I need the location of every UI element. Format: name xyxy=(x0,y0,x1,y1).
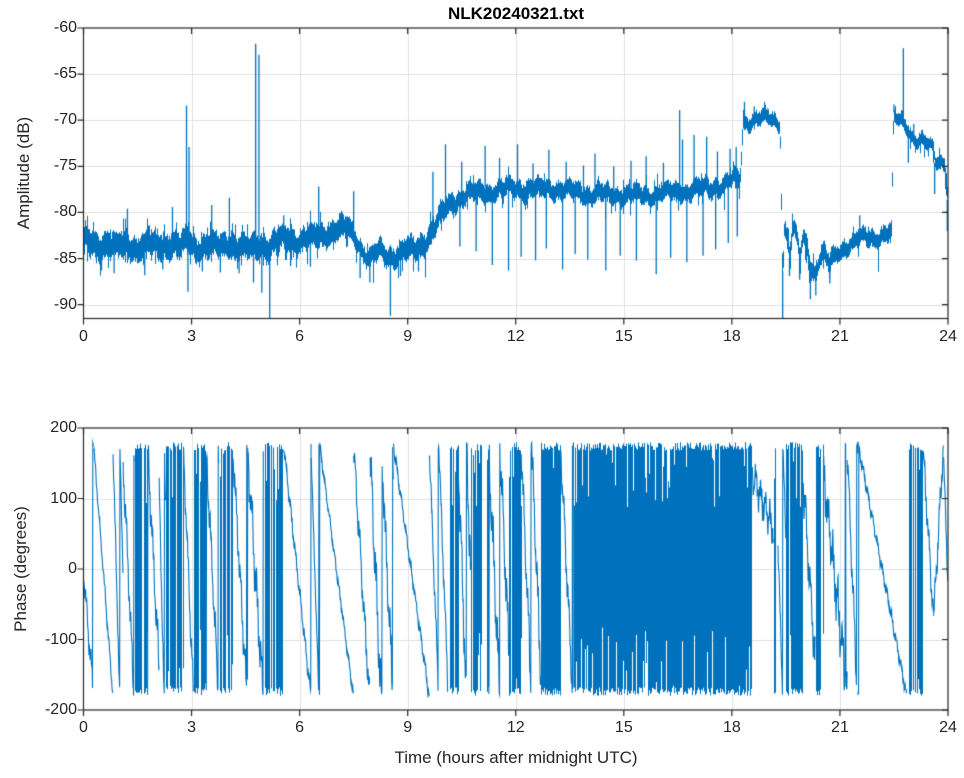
amplitude-x-tick-label: 0 xyxy=(79,328,88,345)
phase-y-tick-label: 200 xyxy=(50,419,77,436)
amplitude-x-tick-label: 9 xyxy=(403,328,413,345)
amplitude-y-tick-label: -60 xyxy=(53,19,77,36)
time-x-axis-label: Time (hours after midnight UTC) xyxy=(394,748,638,767)
phase-y-tick-label: 0 xyxy=(68,560,77,577)
amplitude-x-tick-label: 12 xyxy=(506,328,525,345)
phase-y-axis-label: Phase (degrees) xyxy=(11,506,30,632)
phase-y-tick-label: -100 xyxy=(44,630,77,648)
phase-x-tick-label: 0 xyxy=(79,719,88,736)
phase-y-tick-label: -200 xyxy=(44,701,77,718)
amplitude-x-tick-label: 24 xyxy=(939,328,957,345)
phase-x-tick-label: 15 xyxy=(614,719,633,736)
phase-x-tick-label: 12 xyxy=(506,719,525,736)
amplitude-x-tick-label: 6 xyxy=(295,328,305,345)
amplitude-y-tick-label: -65 xyxy=(53,65,77,83)
phase-x-tick-label: 3 xyxy=(187,719,197,736)
phase-x-tick-label: 21 xyxy=(831,719,849,736)
amplitude-x-tick-label: 21 xyxy=(831,328,849,345)
phase-y-tick-label: 100 xyxy=(50,489,77,507)
amplitude-y-tick-label: -85 xyxy=(53,249,77,267)
phase-x-tick-label: 18 xyxy=(722,719,741,736)
amplitude-y-tick-label: -80 xyxy=(53,203,77,221)
phase-x-tick-label: 6 xyxy=(295,719,305,736)
amplitude-x-tick-label: 18 xyxy=(722,328,741,345)
phase-x-tick-label: 24 xyxy=(939,719,957,736)
plot-title: NLK20240321.txt xyxy=(447,4,585,23)
amplitude-y-axis-label: Amplitude (dB) xyxy=(14,116,33,230)
amplitude-y-tick-label: -70 xyxy=(53,111,77,129)
phase-x-tick-label: 9 xyxy=(403,719,413,736)
amplitude-y-tick-label: -90 xyxy=(53,295,77,313)
amplitude-x-tick-label: 3 xyxy=(187,328,197,345)
amplitude-x-tick-label: 15 xyxy=(614,328,633,345)
amplitude-y-tick-label: -75 xyxy=(53,157,77,175)
